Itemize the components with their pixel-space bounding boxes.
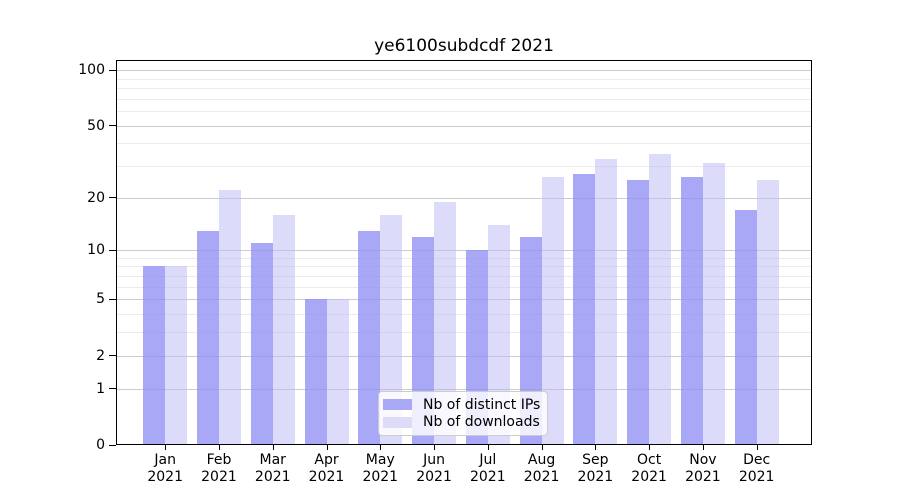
x-tick-label-sep: Sep 2021 (577, 452, 614, 485)
x-tick (487, 445, 489, 450)
bar-oct-downloads (649, 153, 672, 444)
y-tick-label: 5 (96, 291, 105, 308)
gridline-major (117, 388, 811, 390)
x-tick-label-feb: Feb 2021 (201, 452, 237, 485)
x-tick-label-aug: Aug 2021 (523, 452, 560, 485)
gridline-minor (117, 286, 811, 288)
x-tick (272, 445, 274, 450)
gridline-major (117, 250, 811, 252)
bar-dec-downloads (756, 180, 779, 444)
bar-sep-downloads (595, 158, 618, 444)
legend-swatch-distinct-ips (383, 399, 412, 411)
x-tick-label-jul: Jul 2021 (469, 452, 506, 485)
y-tick-label: 0 (96, 437, 105, 453)
y-tick-label: 10 (87, 242, 105, 259)
bar-oct-ips (627, 180, 650, 444)
y-tick-label: 20 (87, 189, 105, 206)
gridline-minor (117, 78, 811, 80)
x-tick (595, 445, 597, 450)
x-tick-label-may: May 2021 (362, 452, 399, 485)
gridline-minor (117, 257, 811, 259)
x-tick (649, 445, 651, 450)
x-tick-label-apr: Apr 2021 (308, 452, 345, 485)
bar-feb-downloads (218, 190, 241, 444)
x-tick (326, 445, 328, 450)
bar-mar-downloads (272, 214, 295, 444)
bar-feb-ips (196, 230, 219, 444)
y-tick (109, 388, 116, 390)
gridline-major (117, 125, 811, 127)
bar-aug-downloads (541, 177, 564, 444)
x-tick (380, 445, 382, 450)
x-tick-label-jun: Jun 2021 (416, 452, 452, 485)
bar-may-ips (358, 230, 381, 444)
gridline-major (117, 355, 811, 357)
y-tick-label: 1 (96, 380, 105, 397)
bar-jan-downloads (165, 266, 188, 444)
bar-nov-downloads (702, 163, 725, 444)
bar-nov-ips (680, 177, 703, 444)
bar-jun-downloads (434, 201, 457, 444)
gridline-minor (117, 143, 811, 145)
bar-may-downloads (380, 214, 403, 444)
gridline-major (117, 299, 811, 301)
bar-dec-ips (734, 210, 757, 444)
gridline-major (117, 70, 811, 72)
x-tick-label-oct: Oct 2021 (631, 452, 667, 485)
gridline-minor (117, 98, 811, 100)
y-tick (109, 444, 116, 446)
legend-swatch-downloads (383, 416, 412, 428)
x-tick (702, 445, 704, 450)
chart-title: ye6100subdcdf 2021 (374, 36, 554, 56)
plot-area (116, 60, 812, 445)
legend-label-downloads: Nb of downloads (423, 414, 540, 431)
x-tick (218, 445, 220, 450)
x-tick (434, 445, 436, 450)
legend-label-distinct-ips: Nb of distinct IPs (423, 396, 541, 413)
y-tick (109, 125, 116, 127)
y-tick (109, 355, 116, 357)
gridline-minor (117, 314, 811, 316)
x-tick-label-mar: Mar 2021 (254, 452, 291, 485)
legend: Nb of distinct IPs Nb of downloads (378, 391, 548, 436)
gridline-minor (117, 266, 811, 268)
y-tick (109, 197, 116, 199)
y-tick (109, 69, 116, 71)
legend-entry-distinct-ips: Nb of distinct IPs (383, 397, 543, 413)
x-tick-label-nov: Nov 2021 (685, 452, 721, 485)
bar-sep-ips (573, 174, 596, 444)
gridline-minor (117, 276, 811, 278)
x-tick (165, 445, 167, 450)
gridline-minor (117, 332, 811, 334)
y-tick-label: 2 (96, 347, 105, 364)
x-tick (541, 445, 543, 450)
bar-mar-ips (250, 243, 273, 444)
bar-apr-ips (304, 299, 327, 444)
y-tick-label: 50 (87, 117, 105, 134)
x-tick (756, 445, 758, 450)
x-tick-label-dec: Dec 2021 (738, 452, 775, 485)
gridline-minor (117, 166, 811, 167)
bar-jul-downloads (487, 224, 510, 444)
y-tick (109, 249, 116, 251)
bar-jan-ips (143, 266, 166, 444)
x-tick-label-jan: Jan 2021 (147, 452, 183, 485)
bar-apr-downloads (326, 299, 349, 444)
gridline-minor (117, 87, 811, 89)
gridline-major (117, 197, 811, 199)
y-tick-label: 100 (78, 62, 105, 79)
y-tick (109, 298, 116, 300)
gridline-minor (117, 111, 811, 113)
legend-entry-downloads: Nb of downloads (383, 414, 543, 430)
